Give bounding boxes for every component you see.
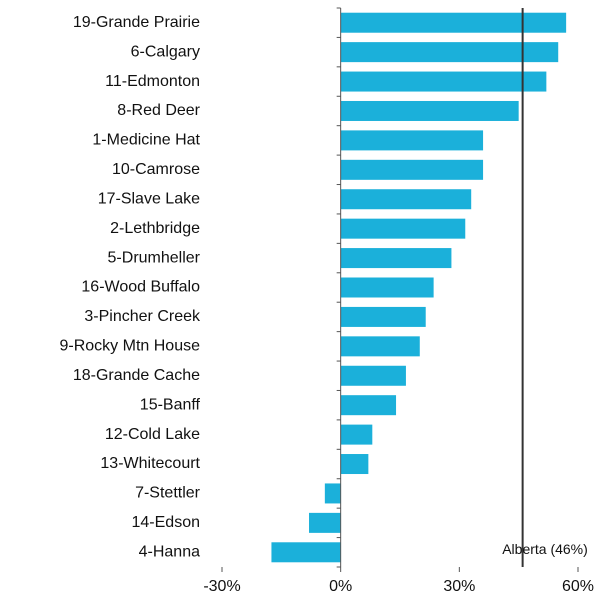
y-tick-label: 9-Rocky Mtn House bbox=[60, 338, 201, 355]
x-tick-label: 30% bbox=[443, 578, 475, 595]
x-tick-label: -30% bbox=[203, 578, 240, 595]
y-tick-label: 7-Stettler bbox=[135, 485, 201, 502]
bar bbox=[340, 100, 519, 121]
y-tick-label: 1-Medicine Hat bbox=[92, 132, 200, 149]
bar bbox=[340, 365, 406, 386]
bar bbox=[340, 218, 466, 239]
bar bbox=[340, 454, 369, 475]
x-tick-label: 60% bbox=[562, 578, 594, 595]
bar bbox=[340, 306, 426, 327]
y-tick-label: 12-Cold Lake bbox=[105, 426, 200, 443]
bar bbox=[340, 277, 434, 298]
y-tick-label: 4-Hanna bbox=[139, 544, 200, 561]
y-tick-label: 10-Camrose bbox=[112, 161, 200, 178]
y-tick-label: 19-Grande Prairie bbox=[73, 14, 200, 31]
bar bbox=[340, 189, 472, 210]
y-tick-label: 2-Lethbridge bbox=[110, 220, 200, 237]
bar bbox=[340, 248, 452, 269]
y-tick-label: 16-Wood Buffalo bbox=[81, 279, 200, 296]
x-tick-label: 0% bbox=[329, 578, 352, 595]
y-tick-label: 5-Drumheller bbox=[108, 249, 201, 266]
y-tick-label: 8-Red Deer bbox=[117, 102, 200, 119]
bar bbox=[340, 42, 559, 63]
reference-label: Alberta (46%) bbox=[502, 541, 588, 557]
bar bbox=[340, 12, 567, 33]
bar bbox=[340, 71, 547, 92]
bar bbox=[340, 336, 420, 357]
y-tick-label: 13-Whitecourt bbox=[100, 455, 200, 472]
y-tick-label: 11-Edmonton bbox=[105, 73, 200, 90]
bar bbox=[324, 483, 341, 504]
bar bbox=[340, 159, 484, 180]
y-tick-label: 18-Grande Cache bbox=[73, 367, 200, 384]
bar bbox=[271, 542, 341, 563]
bar bbox=[340, 395, 397, 416]
bar bbox=[309, 512, 341, 533]
y-tick-label: 14-Edson bbox=[132, 514, 201, 531]
y-tick-label: 3-Pincher Creek bbox=[84, 308, 201, 325]
bar bbox=[340, 130, 484, 151]
bar bbox=[340, 424, 373, 445]
y-tick-label: 17-Slave Lake bbox=[98, 190, 200, 207]
y-tick-label: 15-Banff bbox=[140, 396, 201, 413]
y-tick-label: 6-Calgary bbox=[131, 43, 200, 60]
